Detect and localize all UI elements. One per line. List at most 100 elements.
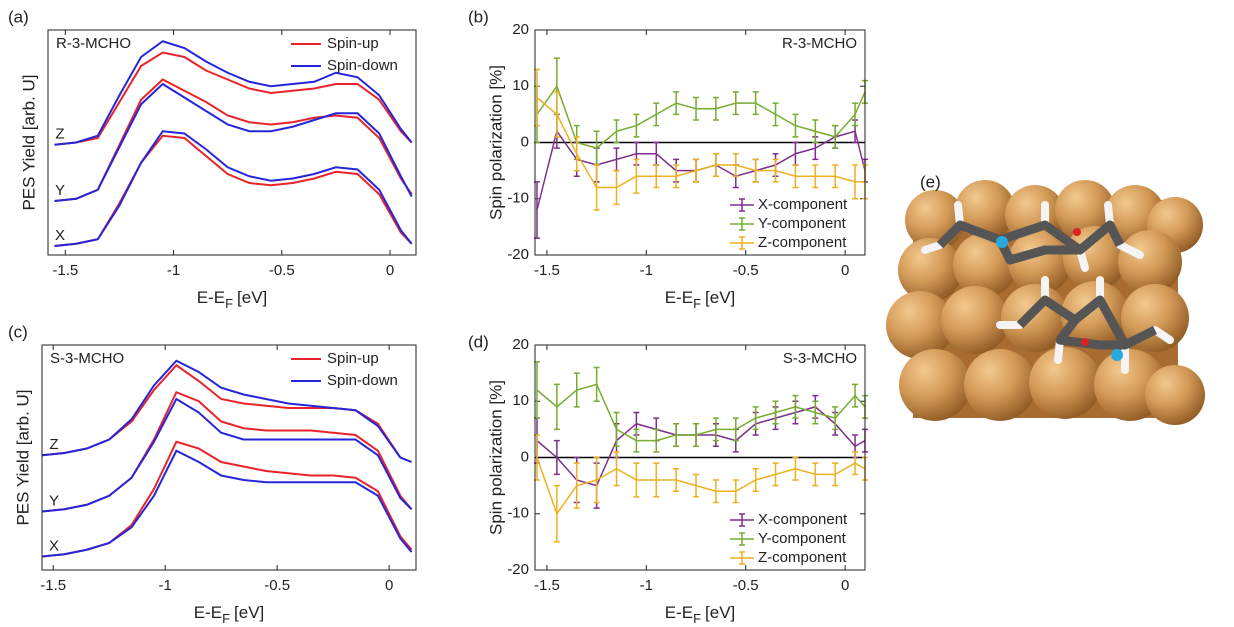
x-axis-label: E-EF [eV] <box>665 603 736 626</box>
annotation: R-3-MCHO <box>782 35 857 52</box>
panel-label: (d) <box>468 332 489 351</box>
spectrum-line <box>54 80 411 202</box>
y-tick-label: -20 <box>507 561 529 578</box>
x-axis-label: E-EF [eV] <box>665 288 736 311</box>
chiral-center <box>996 236 1008 248</box>
panel: (c) -1.5 -1 -0.5 0 E-EF [eV] PES Yield [arb. U]… <box>8 322 416 626</box>
curve-label: Z <box>49 436 58 453</box>
y-axis-label: PES Yield [arb. U] <box>13 389 32 525</box>
legend-label: Y-component <box>758 530 847 547</box>
x-label-main: E-E <box>197 288 225 307</box>
annotation: S-3-MCHO <box>50 350 124 367</box>
x-tick-label: -1.5 <box>534 262 560 279</box>
x-label-sub: F <box>222 611 230 626</box>
panel-label: (b) <box>468 7 489 26</box>
y-tick-label: 20 <box>512 336 529 353</box>
x-label-unit: [eV] <box>705 288 735 307</box>
figure: (e) (a)-1.5-1-0.50E-EF[eV]PES Yield [arb… <box>0 0 1234 627</box>
curve-label: X <box>49 537 59 554</box>
legend-label: Spin-down <box>327 57 398 74</box>
page: (e) (a)-1.5-1-0.50E-EF[eV]PES Yield [arb… <box>0 0 1234 627</box>
x-label-sub: F <box>693 611 701 626</box>
legend-label: X-component <box>758 196 848 213</box>
x-tick-label: -1 <box>640 577 653 594</box>
panel-label: (e) <box>920 172 941 191</box>
spectrum-line <box>42 399 412 512</box>
x-tick-label: -0.5 <box>269 262 295 279</box>
y-tick-label: -10 <box>507 505 529 522</box>
curve-label: Y <box>49 492 59 509</box>
annotation: R-3-MCHO <box>56 35 131 52</box>
y-axis-label: Spin polarization [%] <box>486 65 505 220</box>
spectrum-line <box>42 451 412 557</box>
x-label-sub: F <box>225 296 233 311</box>
error-bar <box>852 452 858 475</box>
x-tick-label: 0 <box>386 262 394 279</box>
legend-label: Spin-up <box>327 350 379 367</box>
y-tick-label: 10 <box>512 77 529 94</box>
legend-label: Z-component <box>758 549 847 566</box>
x-tick-label: -0.5 <box>733 577 759 594</box>
legend-swatch <box>730 199 754 211</box>
error-bar <box>773 103 779 126</box>
legend-swatch <box>730 533 754 545</box>
x-tick-label: -0.5 <box>733 262 759 279</box>
y-tick-label: 10 <box>512 392 529 409</box>
annotation: S-3-MCHO <box>783 350 857 367</box>
x-label-main: E-E <box>194 603 222 622</box>
x-tick-label: -1 <box>167 262 180 279</box>
error-bar <box>554 486 560 542</box>
oxygen <box>1081 338 1089 346</box>
x-label-sub: F <box>693 296 701 311</box>
oxygen <box>1073 228 1081 236</box>
curve-label: X <box>55 227 65 244</box>
error-bar <box>614 413 620 447</box>
error-bar <box>852 384 858 407</box>
x-label-unit: [eV] <box>237 288 267 307</box>
y-tick-label: 0 <box>521 448 529 465</box>
legend-swatch <box>730 552 754 564</box>
x-tick-label: -1 <box>159 577 172 594</box>
x-tick-label: 0 <box>385 577 393 594</box>
legend-label: Spin-down <box>327 372 398 389</box>
legend-label: X-component <box>758 511 848 528</box>
panel-label: (a) <box>8 7 29 26</box>
panel-label: (c) <box>8 322 28 341</box>
y-tick-label: -20 <box>507 246 529 263</box>
y-axis-label: PES Yield [arb. U] <box>19 74 38 210</box>
error-bar <box>852 103 858 126</box>
legend-label: Y-component <box>758 215 847 232</box>
spectrum-line <box>54 136 411 246</box>
y-tick-label: 0 <box>521 133 529 150</box>
legend-swatch <box>730 514 754 526</box>
y-tick-label: 20 <box>512 21 529 38</box>
x-tick-label: -1.5 <box>40 577 66 594</box>
y-axis-label: Spin polarization [%] <box>486 380 505 535</box>
legend-label: Z-component <box>758 234 847 251</box>
molecule-image <box>886 180 1205 425</box>
x-tick-label: 0 <box>841 262 849 279</box>
curve-label: Y <box>55 182 65 199</box>
legend-swatch <box>730 218 754 230</box>
x-tick-label: -1.5 <box>534 577 560 594</box>
x-tick-label: -1 <box>640 262 653 279</box>
x-label-main: E-E <box>665 603 693 622</box>
x-label-unit: [eV] <box>234 603 264 622</box>
x-axis-label: E-EF [eV] <box>194 603 265 626</box>
legend-swatch <box>730 237 754 249</box>
x-axis-label: E-EF [eV] <box>197 288 268 311</box>
panel: (a) -1.5 -1 -0.5 0 E-EF [eV] PES Yield [arb. U]… <box>8 7 416 311</box>
spectrum-line <box>54 131 411 246</box>
spectrum-line <box>54 84 411 201</box>
chiral-center <box>1111 349 1123 361</box>
x-tick-label: -1.5 <box>52 262 78 279</box>
spectrum-line <box>42 442 412 557</box>
x-tick-label: -0.5 <box>264 577 290 594</box>
x-label-main: E-E <box>665 288 693 307</box>
curve-label: Z <box>55 126 64 143</box>
error-bar <box>554 384 560 429</box>
legend-label: Spin-up <box>327 35 379 52</box>
x-label-unit: [eV] <box>705 603 735 622</box>
